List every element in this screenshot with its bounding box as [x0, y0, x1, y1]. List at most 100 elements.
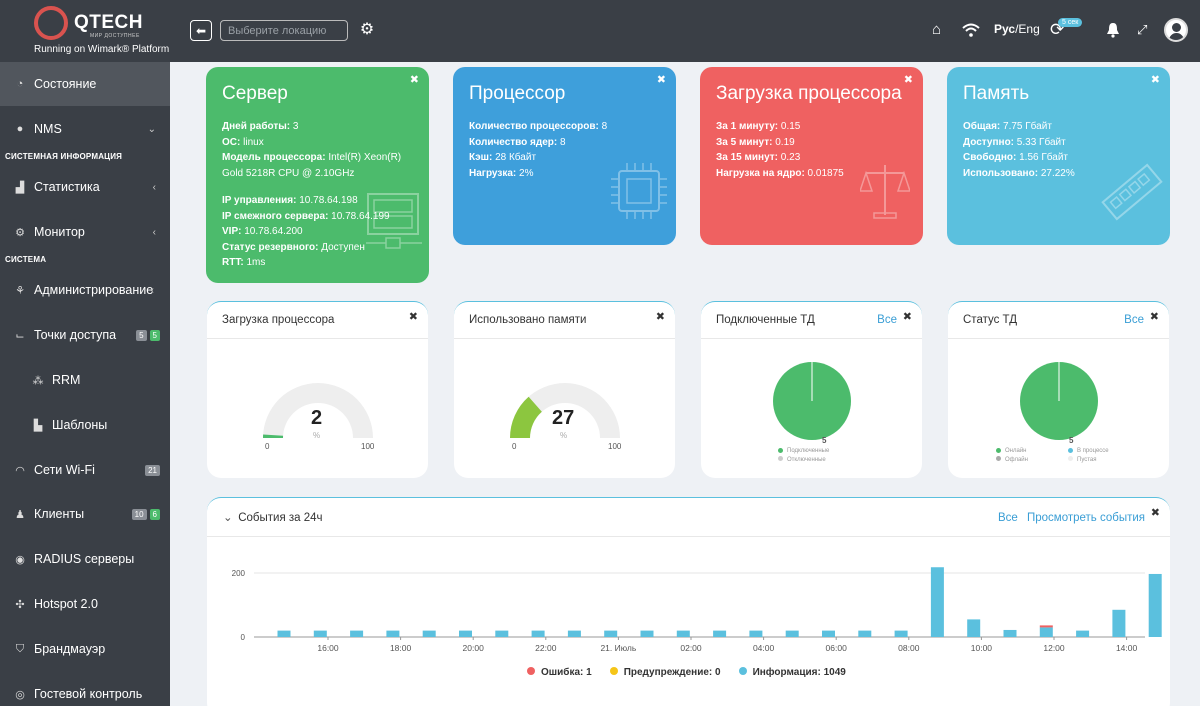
- section-label-system: СИСТЕМА: [5, 255, 47, 264]
- x-tick-label: 12:00: [1043, 643, 1065, 653]
- back-button[interactable]: ⬅: [190, 20, 212, 41]
- info-row: Модель процессора: Intel(R) Xeon(R): [222, 150, 401, 166]
- sidebar-item-clients[interactable]: ♟ Клиенты 10 6: [0, 492, 170, 536]
- bar-info[interactable]: [676, 630, 690, 637]
- bar-info[interactable]: [930, 567, 944, 637]
- bar-info[interactable]: [277, 630, 291, 637]
- bar-info[interactable]: [459, 630, 472, 637]
- close-icon[interactable]: ✖: [656, 74, 666, 86]
- close-icon[interactable]: ✖: [1150, 74, 1160, 86]
- info-row: Gold 5218R CPU @ 2.10GHz: [222, 166, 401, 182]
- sidebar-item-hotspot[interactable]: ✣ Hotspot 2.0: [0, 582, 170, 626]
- sidebar-item-templates[interactable]: ▙ Шаблоны: [0, 403, 170, 447]
- info-row: Доступно: 5.33 Гбайт: [963, 135, 1075, 151]
- fullscreen-icon[interactable]: ⤢: [1137, 22, 1148, 37]
- bar-info[interactable]: [567, 630, 581, 637]
- close-icon[interactable]: ✖: [1149, 311, 1159, 323]
- all-link[interactable]: Все: [1124, 314, 1144, 326]
- events-title[interactable]: ⌄ События за 24ч: [223, 510, 323, 524]
- close-icon[interactable]: ✖: [655, 311, 665, 323]
- avatar[interactable]: [1164, 18, 1188, 42]
- location-input[interactable]: [220, 20, 348, 41]
- bar-error[interactable]: [1039, 625, 1053, 628]
- legend-item-error: Ошибка: 1: [527, 667, 592, 678]
- chevron-left-icon: ‹: [150, 284, 154, 296]
- sidebar-item-label: Клиенты: [34, 507, 85, 521]
- location-settings-gear-icon[interactable]: ⚙: [359, 21, 375, 38]
- sidebar-item-guest-control[interactable]: ◎ Гостевой контроль: [0, 672, 170, 706]
- info-value: 8: [557, 136, 566, 148]
- lang-en[interactable]: Eng: [1018, 22, 1040, 36]
- bar-info[interactable]: [1039, 627, 1053, 637]
- sidebar-item-label: Точки доступа: [34, 328, 117, 342]
- bar-info[interactable]: [967, 619, 981, 637]
- info-row: Общая: 7.75 Гбайт: [963, 119, 1075, 135]
- rrm-icon: ⁂: [32, 374, 44, 387]
- close-icon[interactable]: ✖: [902, 311, 912, 323]
- refresh-interval-badge[interactable]: 5 сек: [1058, 18, 1083, 27]
- legend-item-info: Информация: 1049: [738, 667, 846, 678]
- bar-info[interactable]: [713, 630, 727, 637]
- bar-info[interactable]: [640, 630, 654, 637]
- sidebar-item-status[interactable]: ◔ Состояние: [0, 62, 170, 106]
- divider: [701, 338, 922, 339]
- legend-item: Офлайн: [996, 456, 1028, 465]
- lang-ru[interactable]: Рус: [994, 22, 1016, 36]
- bar-info[interactable]: [495, 630, 509, 637]
- sidebar-item-rrm[interactable]: ⁂ RRM: [0, 358, 170, 402]
- sidebar-item-nms[interactable]: ● NMS ⌄: [0, 107, 170, 151]
- sidebar-item-administration[interactable]: ⚘ Администрирование ‹: [0, 268, 170, 312]
- bar-info[interactable]: [894, 630, 908, 637]
- bell-icon[interactable]: [1106, 22, 1120, 38]
- view-events-link[interactable]: Просмотреть события: [1027, 512, 1146, 524]
- info-key: Количество процессоров:: [469, 121, 599, 132]
- wifi-icon[interactable]: [962, 22, 980, 38]
- sidebar-item-monitor[interactable]: ⚙ Монитор ‹: [0, 210, 170, 254]
- bar-info[interactable]: [422, 630, 436, 637]
- cpu-gauge: [263, 383, 373, 438]
- sidebar-item-firewall[interactable]: ⛉ Брандмауэр: [0, 627, 170, 671]
- info-value: 10.78.64.198: [296, 195, 358, 206]
- events-widget: ⌄ События за 24ч Все Просмотреть события…: [207, 497, 1170, 706]
- bar-info[interactable]: [1076, 630, 1090, 637]
- sidebar-item-radius[interactable]: ◉ RADIUS серверы: [0, 537, 170, 581]
- info-key: VIP:: [222, 226, 242, 237]
- bar-info[interactable]: [1148, 573, 1162, 637]
- legend-item: Пустая: [1068, 456, 1109, 465]
- home-icon[interactable]: ⌂: [932, 21, 942, 38]
- bar-info[interactable]: [350, 630, 364, 637]
- close-icon[interactable]: ✖: [408, 311, 418, 323]
- bar-info[interactable]: [858, 630, 872, 637]
- bar-info[interactable]: [822, 630, 835, 637]
- bar-info[interactable]: [785, 630, 799, 637]
- all-events-link[interactable]: Все: [998, 512, 1018, 524]
- bar-info[interactable]: [1003, 629, 1017, 637]
- bar-info[interactable]: [531, 630, 545, 637]
- language-switch[interactable]: Рус/Eng: [994, 22, 1040, 36]
- legend-label: Онлайн: [1005, 448, 1027, 454]
- logo[interactable]: QTECH МИР ДОСТУПНЕЕ Running on Wimark® P…: [30, 4, 170, 58]
- bar-info[interactable]: [1112, 609, 1126, 637]
- card-title: Сервер: [222, 83, 288, 104]
- bar-info[interactable]: [604, 630, 618, 637]
- close-icon[interactable]: ✖: [903, 74, 913, 86]
- logo-text: QTECH: [74, 12, 143, 33]
- close-icon[interactable]: ✖: [409, 74, 419, 86]
- server-info: Дней работы: 3 ОС: linux Модель процессо…: [222, 119, 401, 271]
- close-icon[interactable]: ✖: [1150, 507, 1160, 519]
- bar-info[interactable]: [313, 630, 327, 637]
- processor-bg-icon: [611, 163, 667, 219]
- shield-icon: ⛉: [15, 642, 25, 655]
- connected-ap-pie: [773, 362, 851, 440]
- all-link[interactable]: Все: [877, 314, 897, 326]
- legend-dot: [996, 456, 1001, 462]
- sidebar-item-statistics[interactable]: ▟ Статистика ‹: [0, 165, 170, 209]
- bar-info[interactable]: [386, 630, 400, 637]
- divider: [207, 338, 428, 339]
- sidebar-item-wifi-networks[interactable]: ◠ Сети Wi-Fi 21: [0, 448, 170, 492]
- chevron-left-icon: ‹: [152, 181, 156, 193]
- y-tick-label: 200: [232, 569, 246, 578]
- bar-info[interactable]: [749, 630, 763, 637]
- ap-status-pie: [1020, 362, 1098, 440]
